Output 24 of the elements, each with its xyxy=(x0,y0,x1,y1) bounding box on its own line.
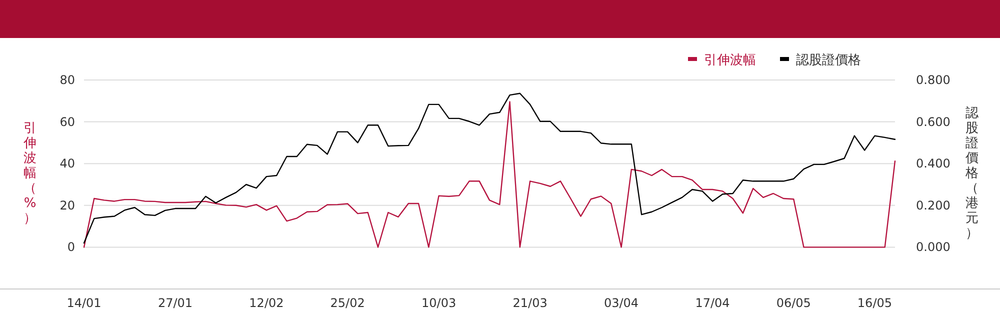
x-tick-label: 21/03 xyxy=(512,296,548,310)
y-tick-label: 0 xyxy=(67,240,75,254)
y-tick-label: 40 xyxy=(60,156,75,171)
x-tick-label: 06/05 xyxy=(776,296,811,310)
y-tick-label: 20 xyxy=(60,198,75,212)
y2-tick-label: 0.800 xyxy=(916,73,950,87)
x-tick-label: 16/05 xyxy=(857,296,892,310)
y-axis-title: 引伸波幅（%） xyxy=(24,121,36,226)
y-tick-label: 80 xyxy=(60,73,75,87)
legend-label: 引伸波幅 xyxy=(704,53,756,68)
x-tick-label: 27/01 xyxy=(158,296,193,310)
y2-tick-label: 0.200 xyxy=(916,198,950,212)
x-tick-label: 10/03 xyxy=(422,296,456,310)
x-tick-label: 12/02 xyxy=(249,296,284,310)
y2-axis-title: 認股證價格（港元） xyxy=(966,106,978,241)
y2-tick-label: 0.600 xyxy=(916,114,950,129)
y2-tick-label: 0.000 xyxy=(916,240,950,254)
legend-label: 認股證價格 xyxy=(796,53,861,68)
x-tick-label: 03/04 xyxy=(604,296,639,310)
x-tick-label: 17/04 xyxy=(695,296,730,310)
y-tick-label: 60 xyxy=(60,114,75,129)
x-tick-label: 14/01 xyxy=(66,296,102,310)
y2-tick-label: 0.400 xyxy=(916,156,950,171)
x-tick-label: 25/02 xyxy=(330,296,365,310)
